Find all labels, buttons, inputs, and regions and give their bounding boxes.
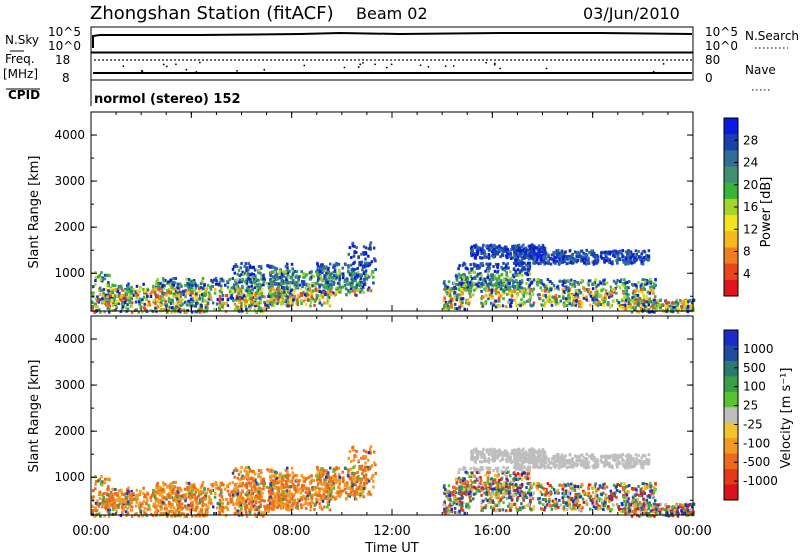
colorbar-tick-label: -500 [743,455,770,469]
time-axis-label: Time UT [364,541,418,554]
colorbar-swatch [724,263,738,281]
nsky-panel-frame [90,26,694,53]
colorbar-tick-label: 20 [743,178,758,192]
velocity-panel: 4000 3000 2000 1000 Slant Range [km] 1000 50… [27,315,794,518]
velocity-cells [91,445,696,518]
velocity-colorbar-label: Velocity [m s⁻¹] [779,368,794,469]
power-colorbar: 28 24 20 16 12 8 4 [723,117,758,297]
colorbar-tick-label: 24 [743,156,758,170]
colorbar-tick-label: 1000 [743,342,774,356]
velocity-colorbar: 1000 500 100 25 -25 -100 -500 -1000 [723,329,778,501]
freq-dots [94,59,692,73]
nsky-trace [92,31,693,48]
colorbar-swatch [724,453,738,470]
colorbar-swatch [724,330,738,346]
nsky-label: N.Sky [5,33,39,47]
colorbar-tick-label: 25 [743,399,758,413]
colorbar-tick-label: -1000 [743,474,778,488]
range-tick-label: 1000 [54,266,85,280]
colorbar-tick-label: 8 [743,245,751,259]
colorbar-tick-label: 16 [743,200,758,214]
colorbar-swatch [724,360,738,377]
freq-top-tick: 18 [55,53,70,67]
colorbar-tick-label: -25 [743,417,763,431]
range-tick-label: 3000 [54,174,85,188]
time-tick-label: 00:00 [674,524,711,539]
colorbar-swatch [724,182,738,200]
colorbar-swatch [724,231,738,248]
freq-unit-label: [MHz] [3,67,38,81]
station-title: Zhongshan Station (fitACF) [90,3,334,24]
time-tick-label: 12:00 [373,524,410,539]
nave-top-tick: 80 [705,53,720,67]
range-tick-label: 4000 [54,332,85,346]
range-tick-label: 4000 [54,128,85,142]
cpid-label: CPID [8,88,40,102]
colorbar-tick-label: -100 [743,436,770,450]
colorbar-swatch [724,215,738,232]
colorbar-swatch [724,279,738,297]
colorbar-swatch [724,247,738,265]
colorbar-swatch [724,134,738,151]
freq-panel-frame [90,52,694,81]
nsky-bottom-tick: 10^0 [48,39,81,53]
time-tick-label: 08:00 [273,524,310,539]
power-colorbar-label: Power [dB] [759,177,774,248]
time-axis: 00:00 04:00 08:00 12:00 16:00 20:00 00:00 [72,112,712,539]
range-tick-label: 3000 [54,378,85,392]
colorbar-swatch [724,345,738,362]
nsky-top-tick: 10^5 [48,25,81,39]
colorbar-tick-label: 100 [743,380,766,394]
colorbar-swatch [724,469,738,486]
colorbar-swatch [724,118,738,135]
time-tick-label: 20:00 [574,524,611,539]
velocity-ylabel: Slant Range [km] [27,360,42,473]
date-label: 03/Jun/2010 [583,4,680,23]
power-panel: 4000 3000 2000 1000 Slant Range [km] 28 24 20… [27,111,774,314]
power-ylabel: Slant Range [km] [27,156,42,269]
range-tick-label: 2000 [54,424,85,438]
nsearch-label: N.Search [745,29,799,43]
nsearch-top-tick: 10^5 [705,25,738,39]
colorbar-frame [723,329,739,501]
colorbar-tick-label: 28 [743,133,758,147]
colorbar-swatch [724,150,738,168]
colorbar-swatch [724,166,738,184]
cpid-value: normol (stereo) 152 [94,92,241,107]
status-panels: N.Sky 10^5 10^0 10^5 10^0 N.Search Freq.… [3,25,799,107]
velocity-yticks: 4000 3000 2000 1000 [54,315,693,501]
time-tick-label: 16:00 [474,524,511,539]
time-tick-label: 04:00 [173,524,210,539]
freq-bottom-tick: 8 [62,71,70,85]
colorbar-tick-label: 500 [743,361,766,375]
colorbar-tick-label: 12 [743,222,758,236]
beam-label: Beam 02 [356,4,428,23]
power-cells [91,241,696,314]
nave-bottom-tick: 0 [705,71,713,85]
power-yticks: 4000 3000 2000 1000 [54,111,693,297]
colorbar-tick-label: 4 [743,267,751,281]
colorbar-swatch [724,407,738,424]
colorbar-swatch [724,422,738,439]
colorbar-swatch [724,391,738,408]
range-tick-label: 1000 [54,470,85,484]
colorbar-swatch [724,484,738,501]
time-tick-label: 00:00 [72,524,109,539]
nsearch-bottom-tick: 10^0 [705,39,738,53]
colorbar-swatch [724,376,738,393]
colorbar-swatch [724,198,738,216]
colorbar-swatch [724,438,738,455]
freq-label: Freq. [5,52,35,66]
nave-label: Nave [745,63,776,77]
range-tick-label: 2000 [54,220,85,234]
